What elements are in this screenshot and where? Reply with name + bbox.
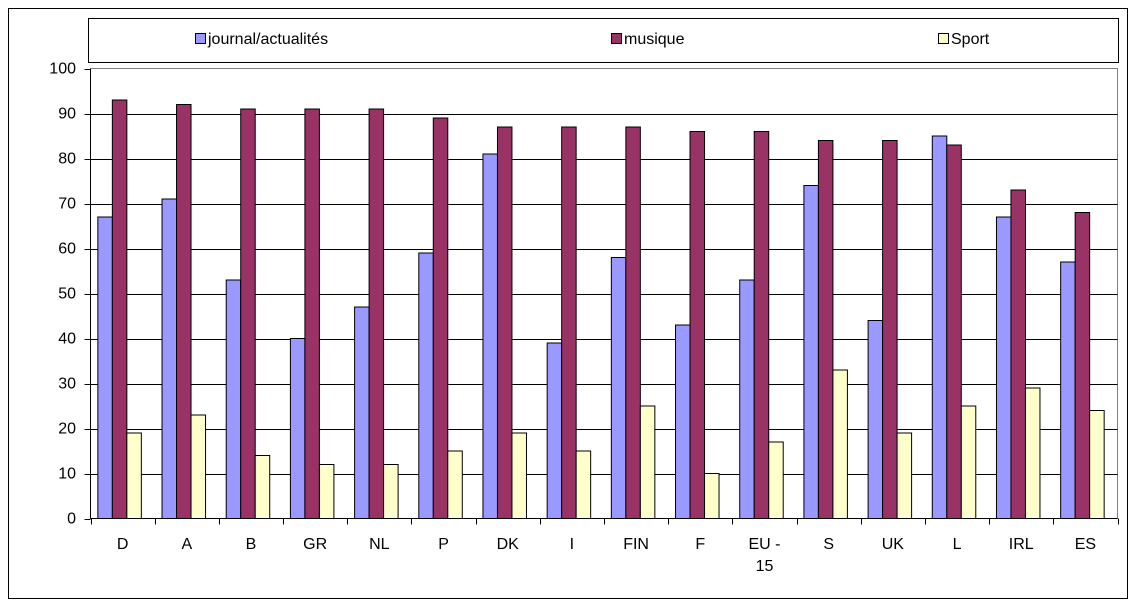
x-tick-label: GR — [303, 535, 328, 553]
x-tick-label: NL — [369, 535, 390, 553]
bar — [447, 450, 463, 519]
bar — [368, 108, 385, 519]
bar — [304, 108, 320, 519]
y-tick-label: 20 — [58, 421, 76, 438]
bar — [753, 131, 770, 519]
bar — [882, 140, 898, 519]
bar — [482, 153, 498, 519]
bar — [254, 455, 271, 519]
bar — [354, 306, 370, 519]
bar — [1074, 212, 1091, 519]
y-tick-label: 10 — [58, 466, 76, 483]
bar — [97, 216, 113, 519]
bar — [126, 432, 142, 519]
legend-label: musique — [624, 31, 685, 48]
y-tick-label: 60 — [58, 241, 76, 258]
bar — [931, 135, 948, 519]
bar — [867, 320, 884, 519]
bar — [739, 279, 755, 519]
y-tick-label: 40 — [58, 331, 76, 348]
bar — [111, 99, 128, 519]
bar — [289, 338, 306, 519]
bar — [639, 405, 656, 519]
legend-swatch — [611, 33, 622, 44]
bar — [161, 198, 178, 519]
bar — [240, 108, 256, 519]
x-tick-label: B — [245, 535, 257, 553]
bar — [689, 131, 706, 519]
y-tick-label: 70 — [58, 196, 76, 213]
bar — [832, 369, 848, 519]
bar — [176, 104, 192, 519]
bar — [511, 432, 527, 519]
bar — [432, 117, 449, 519]
y-tick-label: 50 — [58, 286, 76, 303]
bar — [803, 185, 819, 519]
bar — [225, 279, 242, 519]
legend-label: Sport — [951, 31, 990, 48]
x-tick-label: P — [438, 535, 449, 553]
bar — [1024, 387, 1041, 519]
bar — [190, 414, 207, 519]
bar — [1010, 189, 1026, 519]
bar — [496, 126, 513, 519]
bar — [946, 144, 962, 519]
x-tick-label: IRL — [1008, 535, 1034, 553]
legend-swatch — [195, 33, 206, 44]
bar — [418, 252, 434, 519]
y-tick-label: 30 — [58, 376, 76, 393]
x-tick-label: DK — [496, 535, 519, 553]
bar — [575, 450, 592, 519]
legend-label: journal/actualités — [207, 31, 328, 48]
bar — [675, 324, 691, 519]
bar — [896, 432, 913, 519]
x-tick-label: UK — [881, 535, 904, 553]
bar — [318, 464, 335, 519]
bar — [995, 216, 1012, 519]
x-tick-label: FIN — [623, 535, 649, 553]
x-tick-label: EU - 15 — [748, 535, 781, 575]
x-tick-label: L — [952, 535, 962, 553]
y-tick-label: 90 — [58, 106, 76, 123]
x-tick-label: I — [569, 535, 575, 553]
bar — [625, 126, 641, 519]
bar — [610, 257, 627, 519]
x-tick-label: D — [116, 535, 129, 553]
legend-swatch — [938, 33, 949, 44]
y-tick-label: 100 — [49, 61, 76, 78]
bar — [561, 126, 577, 519]
chart-border — [8, 8, 1128, 599]
bar — [1060, 261, 1076, 519]
bar — [546, 342, 563, 519]
bar — [383, 464, 399, 519]
bar — [704, 473, 720, 519]
y-tick-label: 0 — [67, 511, 76, 528]
y-tick-label: 80 — [58, 151, 76, 168]
x-tick-label: F — [695, 535, 706, 553]
bar — [960, 405, 977, 519]
x-tick-label: A — [181, 535, 193, 553]
x-tick-label: S — [823, 535, 834, 553]
bar — [817, 140, 834, 519]
x-tick-label: ES — [1074, 535, 1097, 553]
bar — [1089, 410, 1105, 519]
bar — [768, 441, 784, 519]
